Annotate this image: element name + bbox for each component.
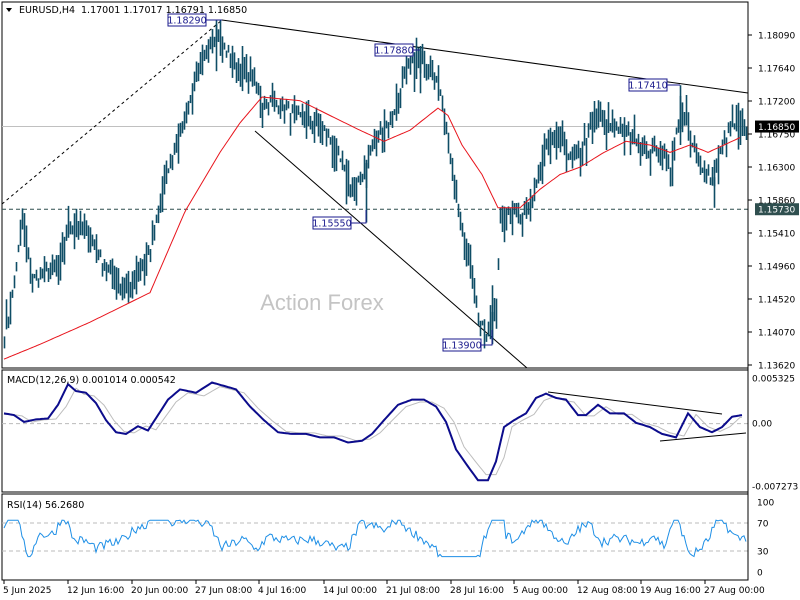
- svg-text:1.17410: 1.17410: [628, 81, 667, 92]
- svg-text:14 Jul 00:00: 14 Jul 00:00: [323, 586, 377, 596]
- svg-text:5 Aug 00:00: 5 Aug 00:00: [513, 586, 568, 596]
- svg-text:1.14960: 1.14960: [758, 263, 795, 273]
- triangle-down-icon[interactable]: [6, 8, 12, 12]
- svg-text:27 Jun 08:00: 27 Jun 08:00: [195, 586, 252, 596]
- price-panel[interactable]: [1, 1, 749, 369]
- svg-text:30: 30: [757, 548, 769, 558]
- svg-text:1.14520: 1.14520: [758, 296, 795, 306]
- svg-text:1.17880: 1.17880: [374, 46, 413, 57]
- rsi-label: RSI(14) 56.2680: [7, 500, 84, 511]
- svg-text:19 Aug 16:00: 19 Aug 16:00: [640, 586, 701, 596]
- svg-text:27 Aug 00:00: 27 Aug 00:00: [704, 586, 765, 596]
- svg-text:70: 70: [757, 520, 769, 530]
- svg-text:12 Jun 16:00: 12 Jun 16:00: [67, 586, 124, 596]
- price-bars: [3, 20, 748, 349]
- price-tags: 1.18290 1.17880 1.17410 1.15550 1.13900: [167, 13, 680, 352]
- svg-text:1.16750: 1.16750: [758, 131, 795, 141]
- horizontal-levels: [2, 126, 748, 210]
- rsi-line: [2, 519, 748, 558]
- svg-text:-0.007273: -0.007273: [752, 483, 798, 493]
- svg-text:1.17640: 1.17640: [758, 65, 795, 75]
- svg-text:0.00: 0.00: [752, 420, 772, 430]
- moving-average-line: [3, 96, 741, 360]
- svg-text:1.13620: 1.13620: [758, 362, 795, 372]
- svg-text:1.18090: 1.18090: [758, 32, 795, 42]
- svg-text:1.16850: 1.16850: [758, 123, 795, 133]
- macd-lines: [2, 381, 748, 482]
- rsi-panel[interactable]: [1, 493, 749, 581]
- svg-text:21 Jul 08:00: 21 Jul 08:00: [386, 586, 440, 596]
- svg-text:12 Aug 08:00: 12 Aug 08:00: [577, 586, 638, 596]
- macd-label: MACD(12,26,9) 0.001014 0.000542: [7, 375, 176, 386]
- svg-text:1.18290: 1.18290: [167, 16, 206, 27]
- svg-text:4 Jul 16:00: 4 Jul 16:00: [258, 586, 307, 596]
- svg-text:28 Jul 16:00: 28 Jul 16:00: [450, 586, 504, 596]
- svg-text:0: 0: [757, 569, 763, 579]
- svg-text:1.16300: 1.16300: [758, 164, 795, 174]
- svg-text:1.17200: 1.17200: [758, 98, 795, 108]
- svg-text:1.15860: 1.15860: [758, 197, 795, 207]
- svg-text:1.14070: 1.14070: [758, 329, 795, 339]
- svg-text:0.005325: 0.005325: [752, 375, 795, 385]
- watermark: Action Forex: [260, 290, 384, 315]
- svg-text:5 Jun 2025: 5 Jun 2025: [3, 586, 51, 596]
- ohlc-values: 1.17001 1.17017 1.16791 1.16850: [81, 5, 247, 16]
- svg-text:20 Jun 00:00: 20 Jun 00:00: [131, 586, 188, 596]
- svg-text:100: 100: [757, 499, 774, 509]
- svg-text:1.15410: 1.15410: [758, 230, 795, 240]
- svg-text:1.15550: 1.15550: [312, 219, 351, 230]
- svg-text:1.13900: 1.13900: [442, 341, 481, 352]
- symbol-timeframe: EURUSD,H4: [19, 5, 75, 16]
- svg-text:1.15730: 1.15730: [758, 206, 795, 216]
